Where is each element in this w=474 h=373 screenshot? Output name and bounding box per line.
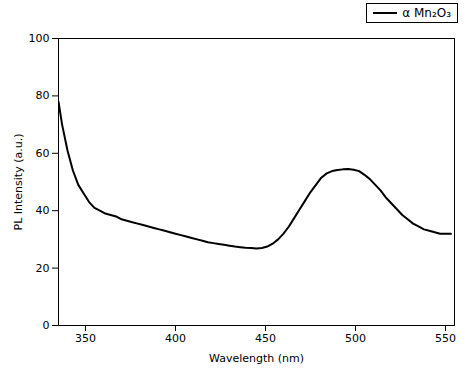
svg-text:20: 20	[36, 262, 50, 275]
svg-text:40: 40	[36, 204, 50, 217]
svg-text:100: 100	[29, 32, 50, 45]
svg-text:PL Intensity (a.u.): PL Intensity (a.u.)	[12, 134, 25, 231]
svg-text:500: 500	[345, 332, 366, 345]
html-text:α Mn₂O₃: α Mn₂O₃	[402, 6, 451, 20]
svg-text:60: 60	[36, 147, 50, 160]
svg-text:0: 0	[43, 319, 50, 332]
svg-text:450: 450	[255, 332, 276, 345]
svg-text:550: 550	[435, 332, 456, 345]
svg-text:350: 350	[75, 332, 96, 345]
svg-text:80: 80	[36, 89, 50, 102]
svg-text:400: 400	[165, 332, 186, 345]
svg-text:Wavelength (nm): Wavelength (nm)	[209, 352, 304, 365]
